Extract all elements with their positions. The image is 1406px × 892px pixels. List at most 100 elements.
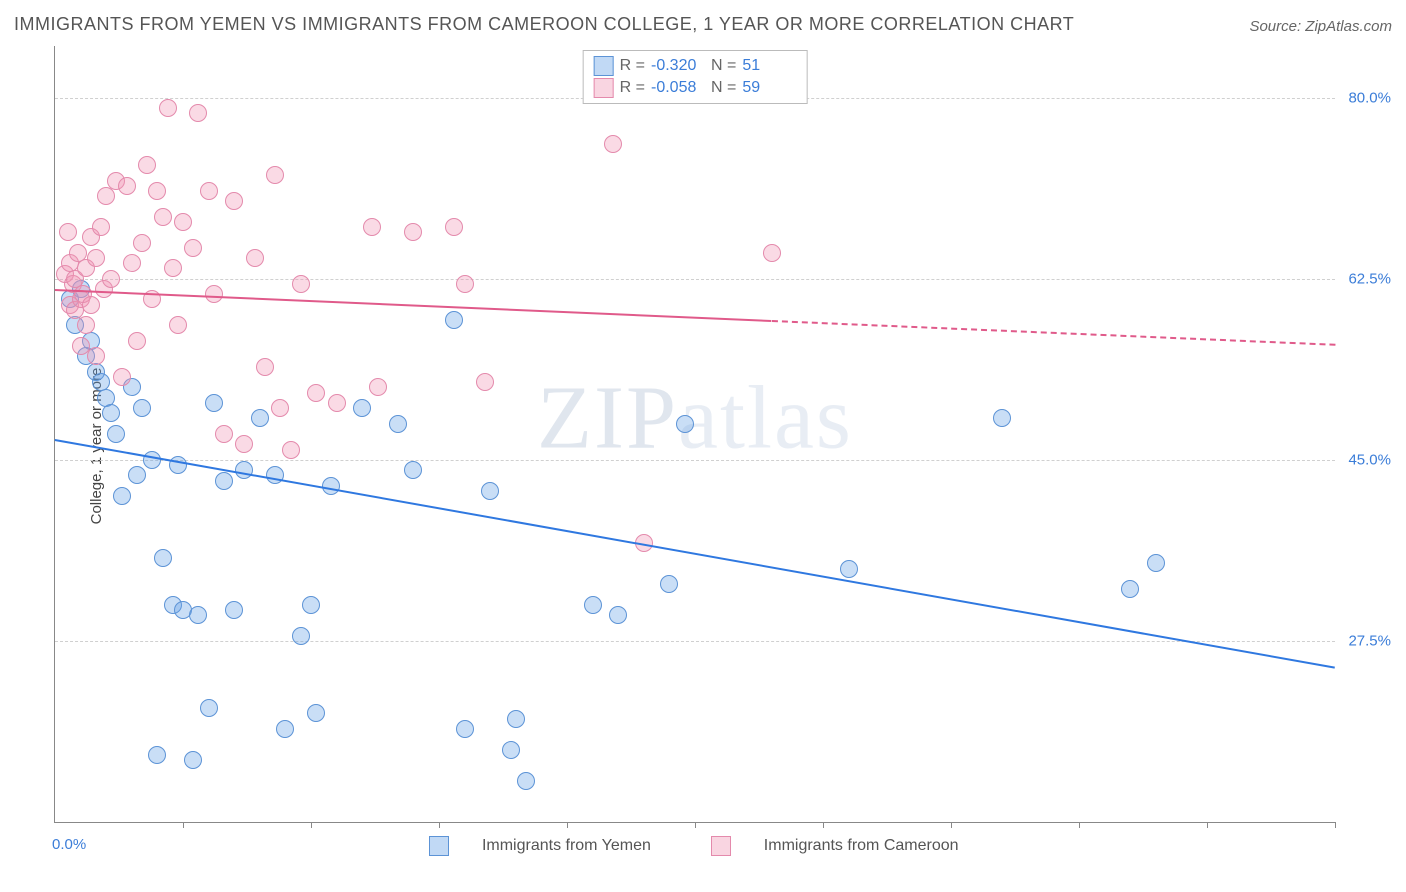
data-point — [476, 373, 494, 391]
x-tick — [439, 822, 440, 828]
data-point — [369, 378, 387, 396]
data-point — [107, 425, 125, 443]
correlation-legend: R =-0.320 N =51 R =-0.058 N =59 — [583, 50, 808, 104]
data-point — [123, 254, 141, 272]
data-point — [266, 166, 284, 184]
chart-title: IMMIGRANTS FROM YEMEN VS IMMIGRANTS FROM… — [14, 14, 1074, 34]
data-point — [205, 394, 223, 412]
x-tick — [183, 822, 184, 828]
data-point — [97, 187, 115, 205]
data-point — [676, 415, 694, 433]
data-point — [184, 751, 202, 769]
data-point — [200, 699, 218, 717]
data-point — [660, 575, 678, 593]
data-point — [292, 275, 310, 293]
data-point — [517, 772, 535, 790]
trend-line — [55, 289, 772, 322]
data-point — [276, 720, 294, 738]
data-point — [148, 746, 166, 764]
data-point — [154, 208, 172, 226]
data-point — [840, 560, 858, 578]
gridline — [55, 641, 1335, 642]
series-legend: Immigrants from Yemen Immigrants from Ca… — [54, 836, 1334, 856]
data-point — [445, 311, 463, 329]
data-point — [102, 404, 120, 422]
data-point — [456, 720, 474, 738]
data-point — [235, 461, 253, 479]
watermark: ZIPatlas — [537, 367, 853, 470]
data-point — [445, 218, 463, 236]
data-point — [1147, 554, 1165, 572]
x-tick — [1079, 822, 1080, 828]
swatch-icon — [711, 836, 731, 856]
data-point — [235, 435, 253, 453]
data-point — [389, 415, 407, 433]
x-tick — [1335, 822, 1336, 828]
data-point — [82, 296, 100, 314]
legend-item-yemen: Immigrants from Yemen — [415, 837, 664, 854]
y-tick-label: 45.0% — [1341, 451, 1391, 468]
data-point — [215, 425, 233, 443]
data-point — [169, 456, 187, 474]
y-tick-label: 80.0% — [1341, 89, 1391, 106]
x-tick — [567, 822, 568, 828]
legend-item-cameroon: Immigrants from Cameroon — [697, 837, 972, 854]
data-point — [507, 710, 525, 728]
data-point — [184, 239, 202, 257]
data-point — [59, 223, 77, 241]
data-point — [328, 394, 346, 412]
data-point — [92, 218, 110, 236]
data-point — [205, 285, 223, 303]
data-point — [169, 316, 187, 334]
data-point — [113, 487, 131, 505]
data-point — [215, 472, 233, 490]
data-point — [102, 270, 120, 288]
swatch-icon — [429, 836, 449, 856]
data-point — [251, 409, 269, 427]
data-point — [148, 182, 166, 200]
data-point — [266, 466, 284, 484]
data-point — [225, 192, 243, 210]
data-point — [87, 347, 105, 365]
data-point — [322, 477, 340, 495]
x-tick — [695, 822, 696, 828]
data-point — [456, 275, 474, 293]
data-point — [246, 249, 264, 267]
data-point — [584, 596, 602, 614]
data-point — [133, 234, 151, 252]
data-point — [404, 223, 422, 241]
data-point — [256, 358, 274, 376]
chart-container: College, 1 year or more ZIPatlas R =-0.3… — [54, 46, 1394, 846]
data-point — [189, 104, 207, 122]
data-point — [604, 135, 622, 153]
data-point — [189, 606, 207, 624]
data-point — [118, 177, 136, 195]
data-point — [302, 596, 320, 614]
data-point — [609, 606, 627, 624]
data-point — [154, 549, 172, 567]
data-point — [174, 213, 192, 231]
data-point — [143, 451, 161, 469]
data-point — [292, 627, 310, 645]
swatch-icon — [594, 56, 614, 76]
legend-row-cameroon: R =-0.058 N =59 — [594, 77, 797, 99]
data-point — [133, 399, 151, 417]
x-tick — [311, 822, 312, 828]
data-point — [225, 601, 243, 619]
data-point — [404, 461, 422, 479]
x-tick — [951, 822, 952, 828]
data-point — [353, 399, 371, 417]
data-point — [200, 182, 218, 200]
data-point — [363, 218, 381, 236]
x-tick — [823, 822, 824, 828]
data-point — [282, 441, 300, 459]
data-point — [138, 156, 156, 174]
data-point — [87, 249, 105, 267]
data-point — [993, 409, 1011, 427]
data-point — [113, 368, 131, 386]
plot-area: ZIPatlas R =-0.320 N =51 R =-0.058 N =59… — [54, 46, 1335, 823]
data-point — [502, 741, 520, 759]
data-point — [307, 384, 325, 402]
source-attribution: Source: ZipAtlas.com — [1249, 18, 1392, 35]
y-tick-label: 62.5% — [1341, 270, 1391, 287]
